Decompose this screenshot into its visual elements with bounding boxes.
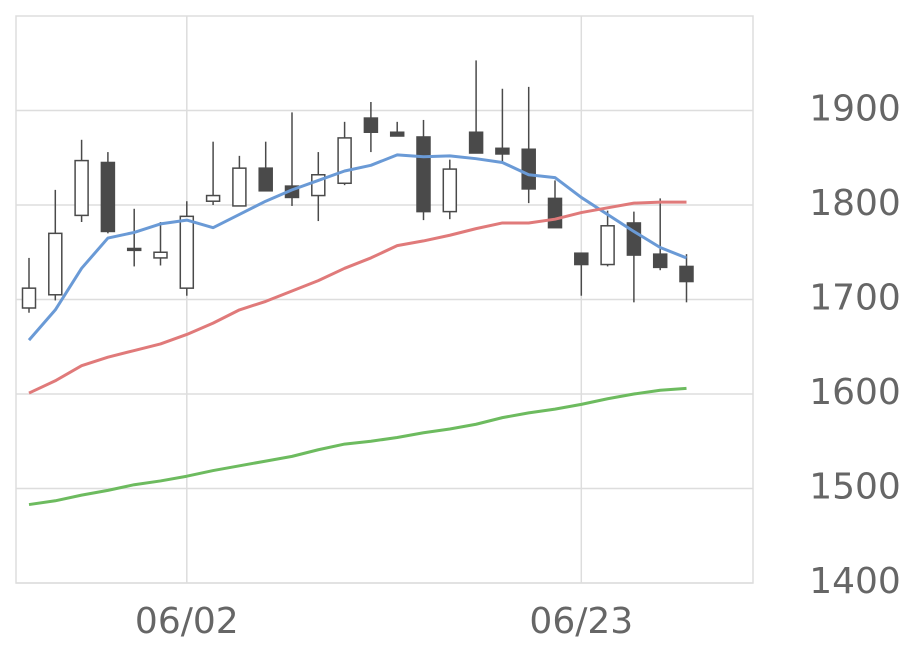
x-tick-label: 06/02 — [135, 601, 239, 642]
moving-average-line — [28, 200, 687, 395]
candle-body — [21, 287, 37, 309]
moving-average-line — [28, 386, 687, 507]
candle-body — [442, 168, 458, 213]
candle-body — [652, 253, 668, 269]
x-tick-label: 06/23 — [529, 601, 633, 642]
candle-body — [232, 167, 247, 207]
candle-body — [205, 194, 221, 202]
candle-body — [547, 197, 563, 229]
y-tick-label: 1400 — [809, 561, 901, 602]
candle-body — [74, 159, 89, 217]
candle-body — [495, 147, 510, 155]
candle-body — [679, 265, 694, 283]
candle-body — [153, 251, 168, 259]
y-tick-label: 1500 — [809, 467, 901, 508]
candle-body — [179, 215, 195, 289]
candle-body — [258, 167, 273, 192]
candle-body — [389, 131, 405, 137]
candle-body — [468, 131, 484, 154]
y-tick-label: 1600 — [809, 372, 901, 413]
candle-body — [521, 148, 536, 190]
candle-body — [363, 117, 379, 133]
candle-body — [48, 232, 63, 296]
candle-body — [100, 161, 116, 233]
candle-body — [126, 247, 142, 252]
candle-body — [600, 225, 615, 266]
moving-average-line — [27, 153, 688, 342]
candle-body — [574, 252, 589, 266]
y-tick-label: 1700 — [809, 278, 901, 319]
y-tick-label: 1900 — [809, 89, 901, 130]
y-tick-label: 1800 — [809, 183, 901, 224]
candle-body — [416, 136, 431, 213]
candle-body — [337, 137, 352, 185]
